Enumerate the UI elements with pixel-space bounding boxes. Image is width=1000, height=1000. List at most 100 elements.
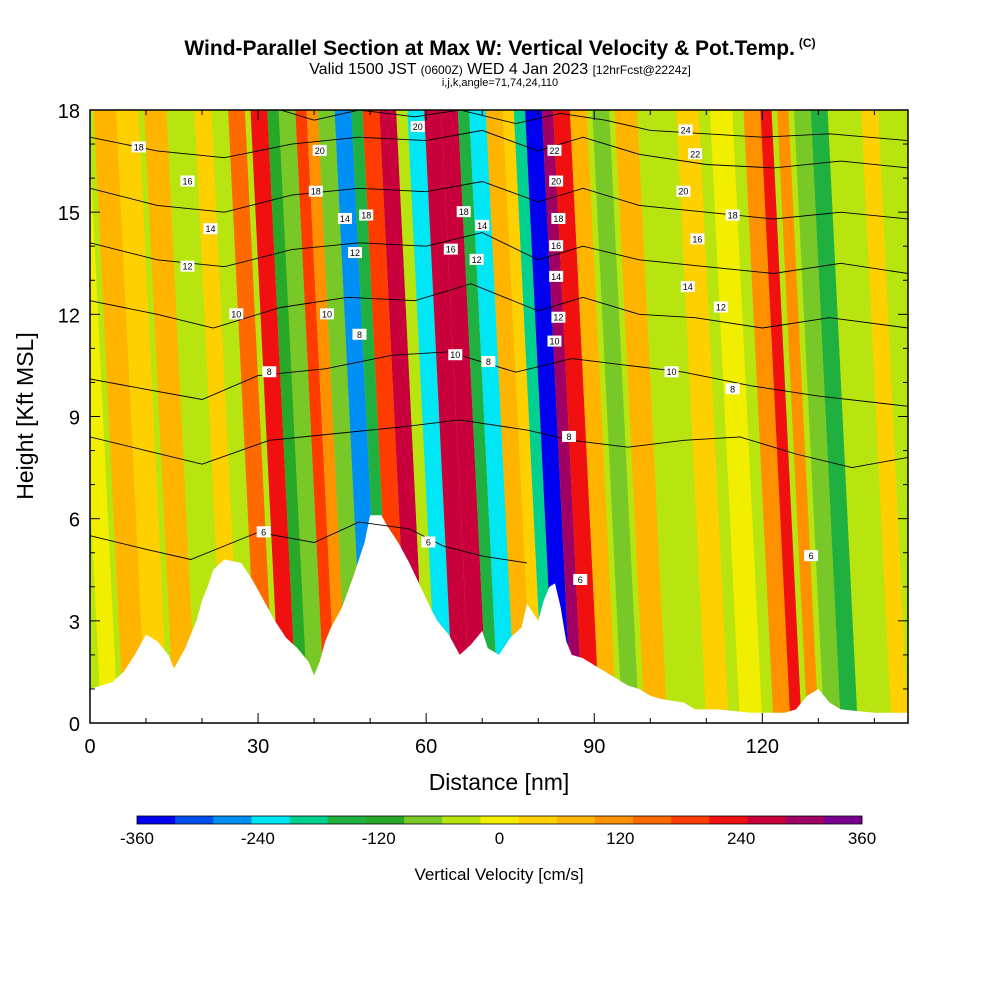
- x-tick-label: 120: [746, 736, 779, 758]
- colorbar-title: Vertical Velocity [cm/s]: [414, 865, 583, 884]
- x-tick-label: 90: [583, 736, 605, 758]
- contour-label-box: [551, 311, 566, 323]
- contour-label: 8: [486, 357, 491, 367]
- colorbar-swatch: [633, 816, 672, 824]
- contour-label-box: [421, 536, 436, 548]
- colorbar-swatch: [289, 816, 329, 824]
- contour-label: 18: [361, 211, 371, 221]
- velocity-band: [457, 110, 499, 723]
- contour-label: 10: [549, 337, 559, 347]
- contour-label: 16: [692, 234, 702, 244]
- contour-label: 6: [426, 538, 431, 548]
- title-text: Wind-Parallel Section at Max W: Vertical…: [184, 37, 795, 60]
- velocity-band: [861, 110, 908, 723]
- contour-label-box: [319, 308, 334, 320]
- colorbar-tick-label: 360: [848, 829, 876, 848]
- contour-label-box: [180, 260, 195, 272]
- theta-contour-16: [90, 181, 908, 220]
- contour-label: 8: [357, 330, 362, 340]
- colorbar-tick-label: -360: [120, 829, 154, 848]
- contour-label-box: [549, 240, 564, 252]
- contour-label-box: [410, 121, 425, 133]
- velocity-band: [93, 110, 147, 723]
- contour-label: 6: [261, 527, 266, 537]
- contour-label-box: [676, 185, 691, 197]
- contour-label: 14: [477, 221, 487, 231]
- velocity-band: [642, 110, 696, 723]
- contour-label: 12: [553, 313, 563, 323]
- contour-label-box: [549, 175, 564, 187]
- velocity-band: [525, 110, 572, 723]
- colorbar-swatch: [404, 816, 443, 824]
- y-tick-label: 6: [69, 510, 80, 532]
- contour-label-box: [469, 253, 484, 265]
- colorbar-swatch: [747, 816, 787, 824]
- velocity-band: [144, 110, 197, 723]
- colorbar-swatch: [556, 816, 596, 824]
- contour-label: 20: [315, 146, 325, 156]
- contour-label: 16: [446, 245, 456, 255]
- contour-label: 18: [311, 187, 321, 197]
- contour-label-box: [312, 144, 327, 156]
- subtitle-valid: Valid 1500 JST: [309, 61, 417, 78]
- velocity-band: [317, 110, 365, 723]
- velocity-band: [541, 110, 584, 723]
- contour-label-box: [725, 383, 740, 395]
- contour-label: 12: [716, 303, 726, 313]
- velocity-band: [166, 110, 219, 723]
- theta-contour-6: [90, 521, 528, 564]
- contour-label: 10: [450, 350, 460, 360]
- contour-label-box: [680, 281, 695, 293]
- subtitle-date: WED 4 Jan 2023: [467, 61, 589, 78]
- y-tick-label: 3: [69, 612, 80, 634]
- contour-label: 6: [809, 551, 814, 561]
- chart-title: Wind-Parallel Section at Max W: Vertical…: [0, 36, 1000, 61]
- velocity-band: [743, 110, 791, 723]
- colorbar-swatch: [594, 816, 634, 824]
- x-tick-label: 0: [84, 736, 95, 758]
- colorbar-swatch: [518, 816, 558, 824]
- terrain: [90, 515, 908, 723]
- contour-label-box: [725, 209, 740, 221]
- velocity-band: [676, 110, 729, 723]
- contour-label: 20: [413, 122, 423, 132]
- contour-label-box: [443, 243, 458, 255]
- velocity-band: [833, 110, 886, 723]
- contour-label: 18: [553, 214, 563, 224]
- velocity-band: [396, 110, 438, 723]
- contour-label: 12: [472, 255, 482, 265]
- colorbar-swatch: [327, 816, 367, 824]
- contour-label-box: [256, 526, 271, 538]
- contour-labels: 18 16 14 12 10 8 6 20 18 14 18 12 10 8 20 18 14 16 12 10 8 6 2…: [131, 121, 819, 585]
- colorbar-swatch: [213, 816, 252, 824]
- contour-label: 24: [681, 125, 691, 135]
- colorbar-tick-label: 0: [495, 829, 504, 848]
- chart-subtitle: Valid 1500 JST (0600Z) WED 4 Jan 2023 [1…: [0, 61, 1000, 79]
- contour-label-box: [547, 144, 562, 156]
- terrain-mask: [90, 515, 908, 723]
- contour-label: 12: [182, 262, 192, 272]
- velocity-band: [90, 150, 119, 723]
- contour-label-box: [688, 148, 703, 160]
- y-axis-title: Height [Kft MSL]: [12, 332, 38, 499]
- colorbar-tick-label: 240: [727, 829, 755, 848]
- contour-label: 16: [182, 177, 192, 187]
- velocity-band: [502, 110, 544, 723]
- velocity-band: [793, 110, 841, 723]
- contour-label: 18: [459, 207, 469, 217]
- velocity-band: [553, 110, 600, 723]
- subtitle-forecast: [12hrFcst@2224z]: [592, 63, 691, 77]
- colorbar-swatch: [785, 816, 825, 824]
- contour-label: 18: [134, 142, 144, 152]
- velocity-band: [407, 110, 455, 723]
- x-tick-label: 30: [247, 736, 269, 758]
- velocity-band: [278, 110, 326, 723]
- contour-label-box: [229, 308, 244, 320]
- contour-label: 22: [549, 146, 559, 156]
- colorbar-swatch: [137, 816, 176, 824]
- contour-label-box: [713, 301, 728, 313]
- colorbar-swatch: [709, 816, 749, 824]
- y-tick-label: 12: [58, 305, 80, 327]
- velocity-band: [709, 110, 763, 723]
